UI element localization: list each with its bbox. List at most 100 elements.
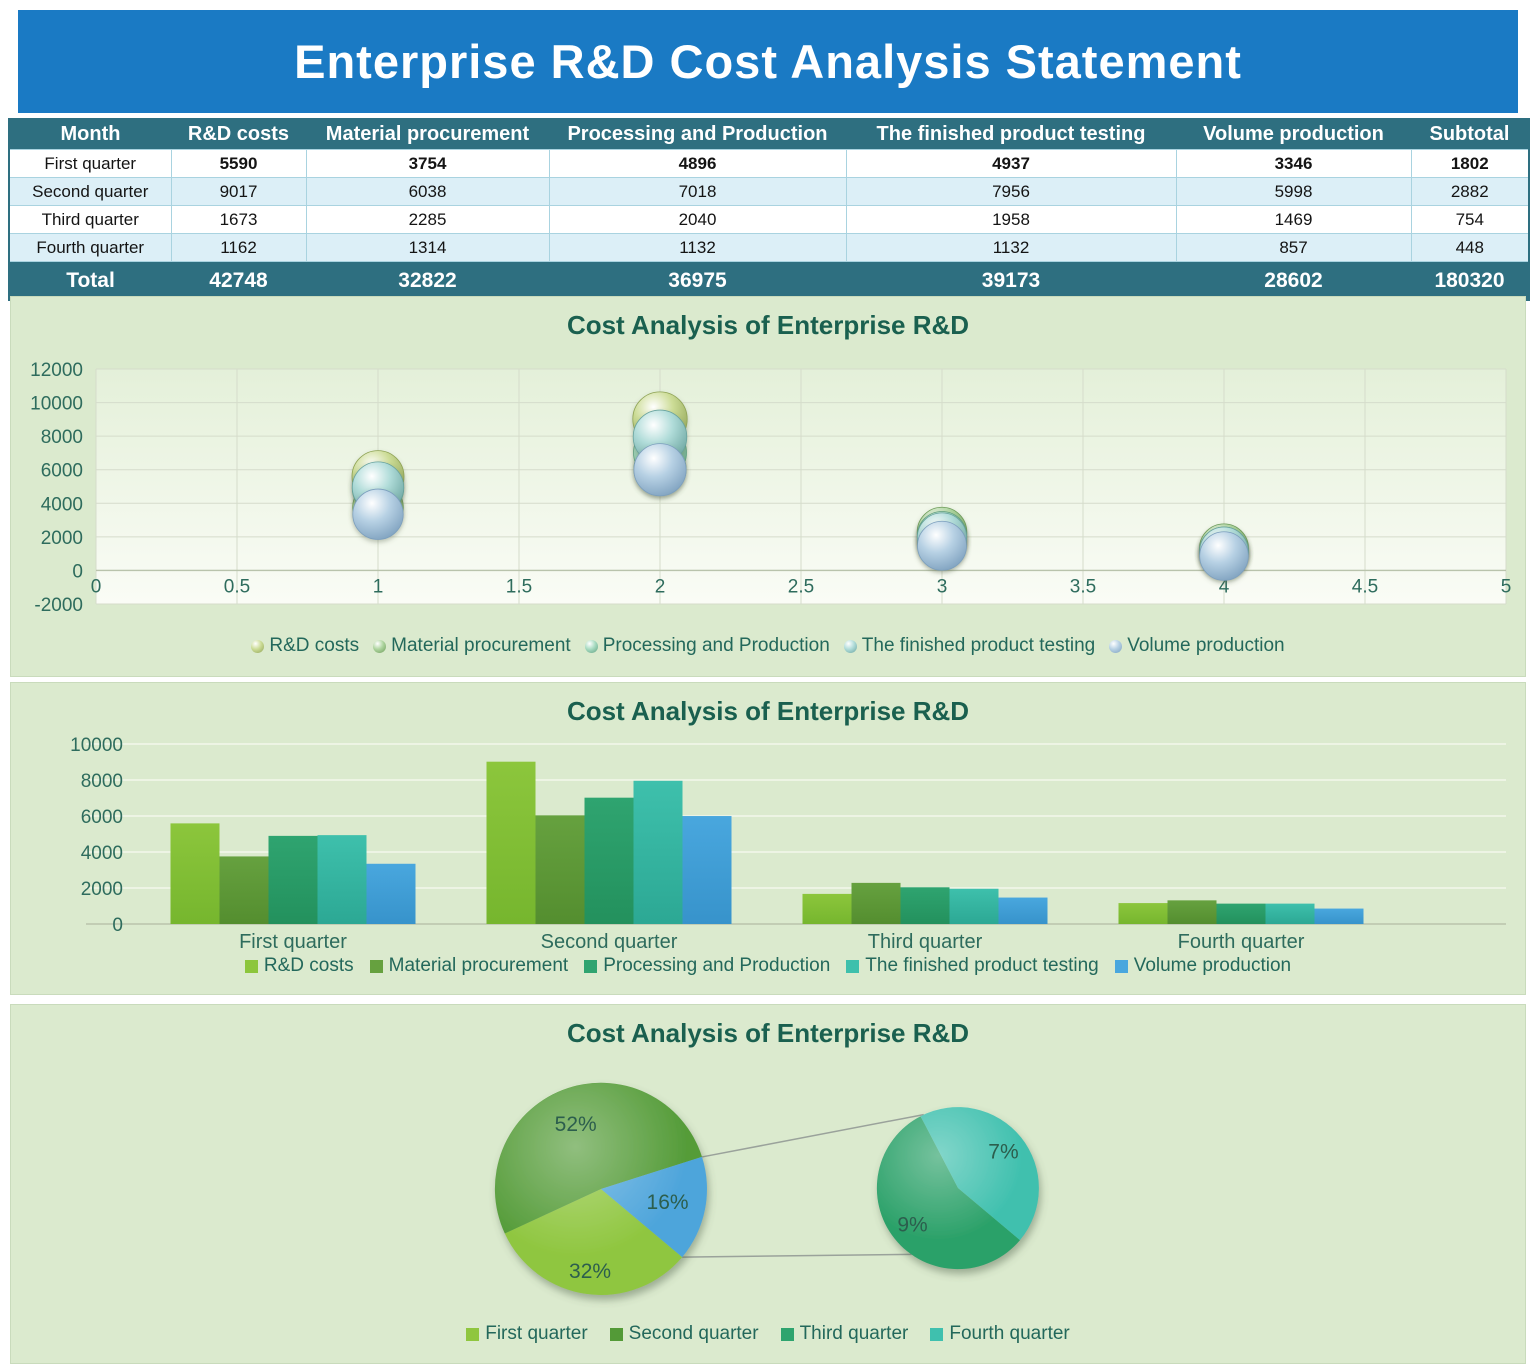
bar[interactable] (366, 863, 416, 924)
table-cell[interactable]: 3346 (1175, 149, 1412, 178)
bar[interactable] (219, 856, 269, 924)
bar[interactable] (1216, 903, 1266, 924)
bar[interactable] (1167, 900, 1217, 924)
legend-item[interactable]: R&D costs (251, 635, 359, 657)
table-cell[interactable]: 857 (1175, 233, 1412, 262)
table-cell[interactable]: 1802 (1410, 149, 1530, 178)
bar[interactable] (1118, 903, 1168, 924)
pie-of-pie-chart[interactable]: 32% 52% 16% 9% 7% (11, 1005, 1527, 1365)
table-header-cell[interactable]: Month (9, 119, 171, 150)
bubble-marker[interactable] (1199, 531, 1249, 581)
table-cell[interactable]: 7956 (845, 177, 1177, 206)
table-cell[interactable]: 2040 (548, 205, 847, 234)
legend-item[interactable]: Second quarter (609, 1323, 759, 1345)
legend-item[interactable]: First quarter (466, 1323, 588, 1345)
table-cell[interactable]: 1162 (170, 233, 307, 262)
legend-marker-square (609, 1327, 623, 1341)
legend-item[interactable]: The finished product testing (846, 955, 1099, 977)
bar[interactable] (851, 882, 901, 924)
table-cell[interactable]: 6038 (305, 177, 550, 206)
table-header-cell[interactable]: Material procurement (306, 119, 549, 150)
legend-item[interactable]: Fourth quarter (930, 1323, 1070, 1345)
table-cell[interactable]: 9017 (170, 177, 307, 206)
table-cell[interactable]: 1132 (845, 233, 1177, 262)
table-cell[interactable]: 1469 (1175, 205, 1412, 234)
row-label[interactable]: Third quarter (8, 205, 172, 234)
table-header-cell[interactable]: The finished product testing (846, 119, 1176, 150)
table-cell[interactable]: 754 (1410, 205, 1530, 234)
bar[interactable] (268, 835, 318, 924)
total-cell[interactable]: 39173 (846, 261, 1176, 300)
legend-item[interactable]: Material procurement (373, 635, 571, 657)
table-header-cell[interactable]: Volume production (1176, 119, 1411, 150)
table-cell[interactable]: 2882 (1410, 177, 1530, 206)
legend-marker-square (584, 959, 598, 973)
table-header-cell[interactable]: Subtotal (1411, 119, 1529, 150)
legend-item[interactable]: The finished product testing (843, 635, 1095, 657)
bubble-chart-panel: -2000 0 2000 4000 6000 8000 10000 12000 0 0.5 1 1.5… (10, 296, 1526, 677)
bubble-chart[interactable]: -2000 0 2000 4000 6000 8000 10000 12000 0 0.5 1 1.5… (11, 297, 1527, 678)
table-cell[interactable]: 2285 (305, 205, 550, 234)
bar[interactable] (1314, 908, 1364, 924)
table-cell[interactable]: 4937 (845, 149, 1177, 178)
total-label[interactable]: Total (9, 261, 171, 300)
legend-item[interactable]: Processing and Production (584, 955, 830, 977)
bar[interactable] (1265, 903, 1315, 924)
table-cell[interactable]: 1132 (548, 233, 847, 262)
bar[interactable] (802, 893, 852, 924)
table-cell[interactable]: 1673 (170, 205, 307, 234)
pie-percent-label: 52% (555, 1113, 597, 1136)
table-header-cell[interactable]: Processing and Production (549, 119, 846, 150)
bar[interactable] (317, 835, 367, 924)
pie (494, 1082, 707, 1295)
table-cell[interactable]: 3754 (305, 149, 550, 178)
row-label[interactable]: First quarter (8, 149, 172, 178)
x-axis-tick-label: 1 (373, 576, 384, 597)
total-cell[interactable]: 32822 (306, 261, 549, 300)
legend-item[interactable]: Processing and Production (584, 635, 830, 657)
bar[interactable] (682, 816, 732, 924)
bar[interactable] (170, 823, 220, 924)
total-cell[interactable]: 36975 (549, 261, 846, 300)
legend-marker-circle (373, 639, 387, 653)
total-cell[interactable]: 180320 (1411, 261, 1529, 300)
x-axis-tick-label: 2.5 (788, 576, 814, 597)
table-cell[interactable]: 4896 (548, 149, 847, 178)
pie (876, 1107, 1039, 1270)
table-cell[interactable]: 5590 (170, 149, 307, 178)
legend-item[interactable]: Material procurement (369, 955, 568, 977)
page-title: Enterprise R&D Cost Analysis Statement (294, 35, 1242, 88)
bubble-marker[interactable] (352, 488, 404, 540)
bar[interactable] (998, 897, 1048, 924)
bar[interactable] (633, 780, 683, 924)
legend-label: Material procurement (391, 635, 571, 656)
bar[interactable] (949, 888, 999, 924)
bar-chart[interactable]: 0 2000 4000 6000 8000 10000 First quarter Secon… (11, 683, 1527, 996)
bubble-marker[interactable] (917, 520, 967, 571)
table-cell[interactable]: 1958 (845, 205, 1177, 234)
legend-item[interactable]: Volume production (1109, 635, 1285, 657)
bar[interactable] (584, 797, 634, 924)
table-cell[interactable]: 1314 (305, 233, 550, 262)
bar[interactable] (486, 761, 536, 924)
bubble-marker[interactable] (633, 443, 687, 497)
legend-label: Second quarter (628, 1323, 759, 1344)
total-cell[interactable]: 42748 (171, 261, 306, 300)
x-axis-tick-label: 3 (937, 576, 948, 597)
legend-item[interactable]: Volume production (1114, 955, 1291, 977)
row-label[interactable]: Fourth quarter (8, 233, 172, 262)
row-label[interactable]: Second quarter (8, 177, 172, 206)
y-axis-tick-label: 10000 (70, 735, 123, 756)
y-axis-tick-label: 10000 (30, 394, 83, 415)
table-cell[interactable]: 7018 (548, 177, 847, 206)
bar[interactable] (535, 815, 585, 924)
bar-chart-panel: 0 2000 4000 6000 8000 10000 First quarter Secon… (10, 682, 1526, 995)
table-header-cell[interactable]: R&D costs (171, 119, 306, 150)
legend-item[interactable]: Third quarter (780, 1323, 908, 1345)
y-axis-tick-label: 2000 (81, 879, 123, 900)
legend-item[interactable]: R&D costs (244, 955, 354, 977)
bar[interactable] (900, 887, 950, 924)
total-cell[interactable]: 28602 (1176, 261, 1411, 300)
table-cell[interactable]: 5998 (1175, 177, 1412, 206)
table-cell[interactable]: 448 (1410, 233, 1530, 262)
